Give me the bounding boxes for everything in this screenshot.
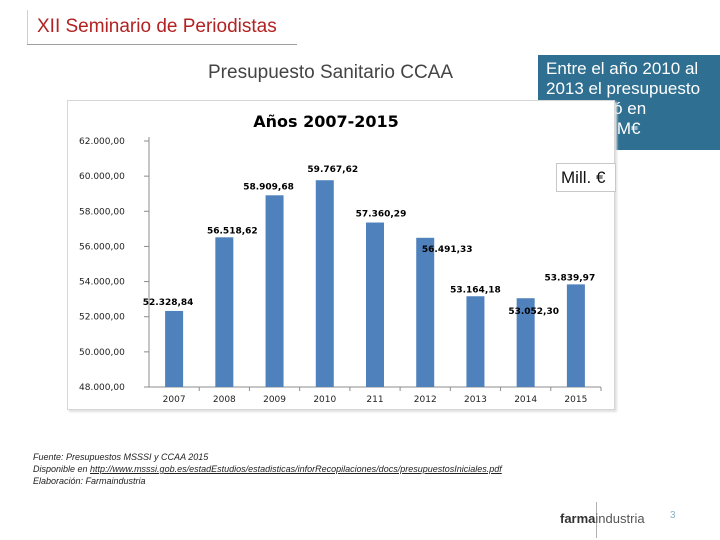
- x-tick-label: 211: [366, 395, 383, 405]
- source-link[interactable]: http://www.msssi.gob.es/estadEstudios/es…: [90, 464, 502, 474]
- source-line-1: Fuente: Presupuestos MSSSI y CCAA 2015: [33, 452, 209, 462]
- y-tick-label: 58.000,00: [79, 207, 125, 217]
- bar: [466, 296, 485, 387]
- page-number: 3: [670, 510, 676, 521]
- data-label: 58.909,68: [243, 182, 294, 192]
- x-tick-label: 2013: [464, 395, 487, 405]
- bar-chart: Años 2007-2015 48.000,00 50.000,00 52.000,0…: [79, 112, 602, 405]
- source-prefix: Disponible en: [33, 464, 91, 474]
- x-tick-label: 2007: [163, 395, 186, 405]
- bar: [265, 195, 284, 387]
- y-tick-label: 60.000,00: [79, 172, 125, 182]
- data-label: 57.360,29: [356, 210, 407, 220]
- bar: [516, 298, 535, 387]
- header-title: XII Seminario de Periodistas: [37, 16, 277, 37]
- data-label: 53.839,97: [545, 273, 596, 283]
- chart-title: Años 2007-2015: [253, 112, 399, 131]
- bar: [416, 237, 435, 387]
- y-tick-label: 54.000,00: [79, 278, 125, 288]
- x-tick-label: 2014: [514, 395, 537, 405]
- bar: [165, 310, 184, 387]
- bar: [366, 222, 384, 387]
- logo-bold: farma: [560, 511, 596, 526]
- data-label: 53.164,18: [450, 285, 501, 295]
- x-tick-label: 2012: [414, 395, 437, 405]
- x-tick-label: 2008: [213, 395, 236, 405]
- footer-separator: [596, 502, 597, 538]
- y-tick-label: 56.000,00: [79, 242, 125, 252]
- x-tick-label: 2015: [564, 395, 587, 405]
- bar: [215, 237, 234, 387]
- source-line-2: Disponible en http://www.msssi.gob.es/es…: [33, 463, 502, 475]
- x-tick-label: 2010: [313, 395, 336, 405]
- unit-label: Mill. €: [556, 163, 616, 192]
- bar: [566, 284, 585, 387]
- logo-rest: industria: [595, 511, 645, 526]
- y-tick-label: 50.000,00: [79, 348, 125, 358]
- source-line-3: Elaboración: Farmaindustria: [33, 476, 146, 486]
- slide-title: Presupuesto Sanitario CCAA: [208, 62, 454, 83]
- data-label: 52.328,84: [143, 298, 194, 308]
- bar: [315, 180, 334, 387]
- farmaindustria-logo: farmaindustria: [560, 511, 645, 526]
- source-note: Fuente: Presupuestos MSSSI y CCAA 2015 D…: [33, 451, 502, 487]
- y-tick-label: 52.000,00: [79, 313, 125, 323]
- header-vertical-rule: [27, 10, 28, 45]
- data-label: 56.491,33: [422, 245, 473, 255]
- y-tick-label: 48.000,00: [79, 383, 125, 393]
- data-label: 53.052,30: [508, 307, 559, 317]
- y-tick-label: 62.000,00: [79, 137, 125, 147]
- header-underline: [27, 44, 297, 45]
- x-tick-label: 2009: [263, 395, 286, 405]
- chart-frame: Años 2007-2015 48.000,00 50.000,00 52.000,0…: [67, 100, 615, 410]
- data-label: 59.767,62: [307, 165, 358, 175]
- data-label: 56.518,62: [207, 226, 258, 236]
